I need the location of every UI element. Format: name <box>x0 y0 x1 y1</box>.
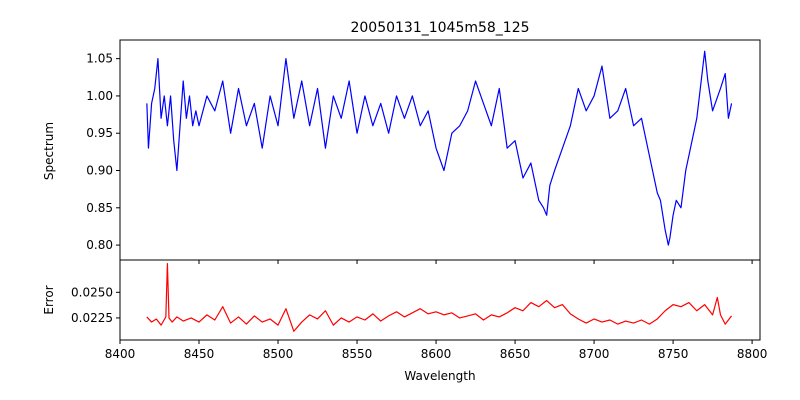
error-x-tick-label: 8550 <box>342 347 373 361</box>
error-axes-frame <box>119 259 761 341</box>
error-panel: 0.0225 0.0250 8400 8450 8500 8550 8600 8650 870… <box>42 259 768 383</box>
error-y-label: Error <box>42 285 56 314</box>
error-x-tick-label: 8450 <box>184 347 215 361</box>
error-line <box>146 262 733 332</box>
error-x-ticks: 8400 8450 8500 8550 8600 8650 8700 8750 8800 <box>105 340 768 361</box>
error-y-tick-label: 0.0225 <box>71 311 113 325</box>
error-x-tick-label: 8650 <box>500 347 531 361</box>
spectrum-y-tick-label: 1.05 <box>86 52 113 66</box>
spectrum-y-tick-label: 0.85 <box>86 201 113 215</box>
spectrum-y-ticks: 0.80 0.85 0.90 0.95 1.00 1.05 <box>86 52 120 252</box>
x-axis-label: Wavelength <box>404 369 475 383</box>
error-x-tick-label: 8600 <box>421 347 452 361</box>
spectrum-line <box>146 50 733 246</box>
spectrum-y-tick-label: 0.80 <box>86 238 113 252</box>
error-x-tick-label: 8400 <box>105 347 136 361</box>
error-x-tick-label: 8750 <box>658 347 689 361</box>
spectrum-y-tick-label: 0.95 <box>86 126 113 140</box>
error-y-ticks: 0.0225 0.0250 <box>71 285 120 325</box>
spectrum-y-tick-label: 1.00 <box>86 89 113 103</box>
spectrum-line-group <box>146 50 733 246</box>
chart-title: 20050131_1045m58_125 <box>350 20 529 36</box>
error-x-tick-label: 8700 <box>579 347 610 361</box>
spectrum-y-tick-label: 0.90 <box>86 164 113 178</box>
error-y-tick-label: 0.0250 <box>71 285 113 299</box>
spectrum-y-label: Spectrum <box>42 122 56 180</box>
error-x-tick-label: 8800 <box>737 347 768 361</box>
error-line-group <box>146 262 733 332</box>
error-x-tick-label: 8500 <box>263 347 294 361</box>
